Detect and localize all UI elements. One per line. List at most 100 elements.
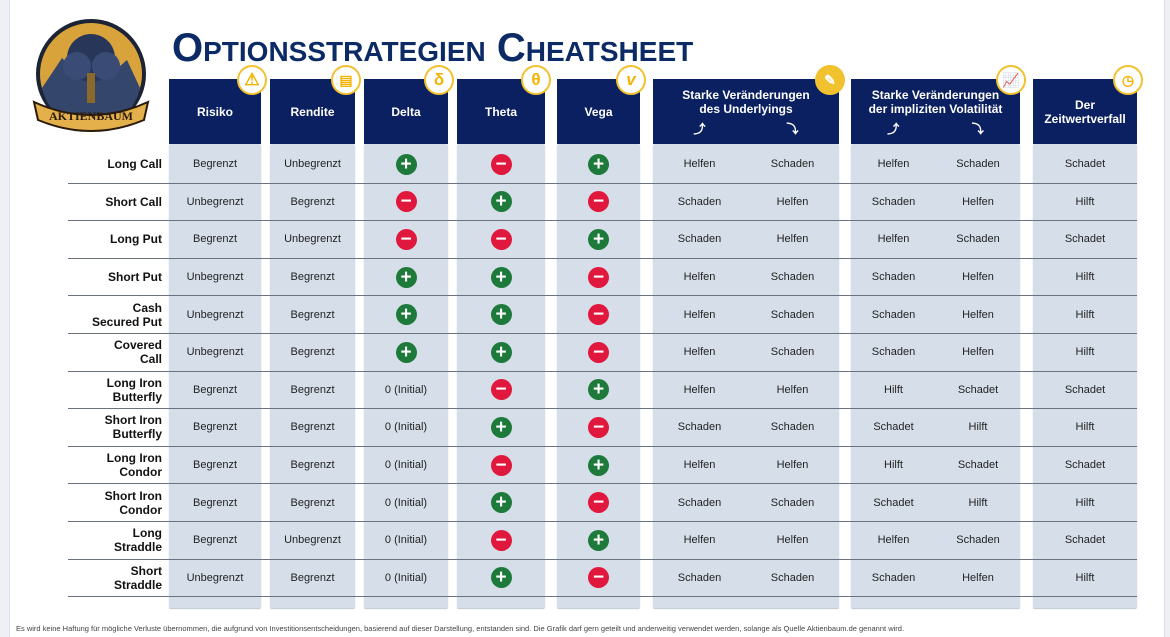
document-icon: ✎	[815, 65, 845, 95]
money-icon: ▤	[331, 65, 361, 95]
cell-text: Helfen	[683, 383, 716, 396]
cell-text: Begrenzt	[290, 459, 335, 472]
cell-delta: −	[364, 221, 448, 258]
cell-zeit: Schadet	[1033, 146, 1137, 183]
cell-text: Helfen	[962, 346, 994, 359]
table-row: Long Put Begrenzt Unbegrenzt − − + Schaden Helf…	[68, 221, 1137, 259]
cell-text: Schaden	[871, 271, 916, 284]
cell-delta: 0 (Initial)	[364, 522, 448, 559]
cell-text: Helfen	[962, 308, 994, 321]
strategy-name: Long Put	[68, 221, 162, 258]
cell-text: 0 (Initial)	[384, 496, 428, 509]
cell-rendite: Begrenzt	[270, 259, 355, 296]
cell-rendite: Begrenzt	[270, 447, 355, 484]
cell-theta: +	[457, 296, 545, 333]
cell-text: Schaden	[871, 308, 916, 321]
strategy-name-line2: Straddle	[113, 577, 162, 592]
cell-u_up: Schaden	[653, 560, 746, 597]
cell-text: Helfen	[776, 459, 809, 472]
cell-u_down: Helfen	[746, 184, 839, 221]
cell-zeit: Hilft	[1033, 484, 1137, 521]
cell-u_up: Schaden	[653, 409, 746, 446]
cell-u_down: Helfen	[746, 522, 839, 559]
strategy-name: Short Call	[68, 184, 162, 221]
cell-text: Schadet	[873, 496, 914, 509]
cell-zeit: Hilft	[1033, 259, 1137, 296]
minus-icon: −	[588, 416, 609, 438]
cell-text: Helfen	[962, 571, 994, 584]
column-bg-risiko	[169, 144, 261, 608]
cell-rendite: Begrenzt	[270, 409, 355, 446]
cell-text: Schadet	[873, 421, 914, 434]
cell-text: Hilft	[968, 496, 988, 509]
cell-text: Unbegrenzt	[284, 158, 341, 171]
cell-v_up: Schadet	[851, 484, 936, 521]
header-line2: des Underlyings	[699, 101, 793, 116]
cell-v_up: Helfen	[851, 522, 936, 559]
cell-text: Begrenzt	[192, 158, 238, 171]
cell-vega: −	[557, 259, 640, 296]
disclaimer: Es wird keine Haftung für mögliche Verlu…	[16, 624, 905, 633]
cell-u_up: Schaden	[653, 484, 746, 521]
cell-vega: −	[557, 560, 640, 597]
plus-icon: +	[395, 304, 417, 326]
cell-text: Begrenzt	[192, 534, 238, 547]
strategy-name-line1: Short	[130, 563, 162, 578]
strategy-name-line2: Secured Put	[91, 314, 162, 329]
vega-icon: v	[616, 65, 646, 95]
cell-v_down: Helfen	[936, 296, 1020, 333]
cell-text: Helfen	[683, 158, 716, 171]
header-line1: Starke Veränderungen	[682, 87, 810, 102]
cell-text: Unbegrenzt	[186, 346, 244, 359]
table-row: Cash Secured Put Unbegrenzt Begrenzt + + − Helf…	[68, 296, 1137, 334]
cell-text: Schaden	[770, 421, 815, 434]
cell-text: Hilft	[1075, 496, 1095, 509]
cell-zeit: Schadet	[1033, 447, 1137, 484]
strategy-name-line2: Straddle	[113, 540, 162, 555]
plus-icon: +	[490, 341, 512, 363]
strategy-name-line2: Condor	[119, 465, 162, 480]
cell-v_down: Schadet	[936, 447, 1020, 484]
cell-theta: −	[457, 221, 545, 258]
cell-u_up: Schaden	[653, 221, 746, 258]
cell-u_down: Schaden	[746, 560, 839, 597]
cell-u_down: Schaden	[746, 334, 839, 371]
cell-text: Schaden	[677, 233, 722, 246]
minus-icon: −	[588, 341, 609, 363]
cell-zeit: Hilft	[1033, 296, 1137, 333]
cell-text: Schaden	[677, 571, 722, 584]
cell-u_down: Schaden	[746, 146, 839, 183]
cell-v_down: Helfen	[936, 184, 1020, 221]
cell-text: Unbegrenzt	[186, 571, 244, 584]
cell-text: Begrenzt	[192, 496, 238, 509]
cell-text: Helfen	[683, 346, 716, 359]
cell-text: Begrenzt	[290, 421, 335, 434]
cell-v_down: Hilft	[936, 484, 1020, 521]
plus-icon: +	[395, 341, 417, 363]
plus-icon: +	[588, 454, 609, 476]
cell-delta: 0 (Initial)	[364, 447, 448, 484]
cell-v_down: Schaden	[936, 146, 1020, 183]
table-row: Long Iron Condor Begrenzt Begrenzt 0 (Initia…	[68, 447, 1137, 485]
cell-zeit: Hilft	[1033, 409, 1137, 446]
cell-text: Begrenzt	[290, 571, 335, 584]
strategy-name-line1: Cash	[132, 300, 162, 315]
cell-vega: +	[557, 447, 640, 484]
table-row: Short Iron Condor Begrenzt Begrenzt 0 (Initi…	[68, 484, 1137, 522]
header-vega: Vega v	[557, 65, 646, 144]
cell-risiko: Begrenzt	[169, 409, 261, 446]
strategy-name-line1: Short Put	[108, 270, 162, 285]
cell-theta: −	[457, 146, 545, 183]
column-bg-underlying	[653, 144, 839, 608]
cell-text: Helfen	[683, 534, 716, 547]
cell-theta: +	[457, 409, 545, 446]
cell-risiko: Begrenzt	[169, 221, 261, 258]
cell-text: Begrenzt	[290, 308, 335, 321]
cell-risiko: Unbegrenzt	[169, 560, 261, 597]
plus-icon: +	[588, 379, 609, 401]
cell-theta: +	[457, 259, 545, 296]
cell-text: Schaden	[770, 308, 815, 321]
cell-text: Begrenzt	[192, 233, 238, 246]
cell-text: Unbegrenzt	[284, 534, 341, 547]
cell-vega: +	[557, 372, 640, 409]
